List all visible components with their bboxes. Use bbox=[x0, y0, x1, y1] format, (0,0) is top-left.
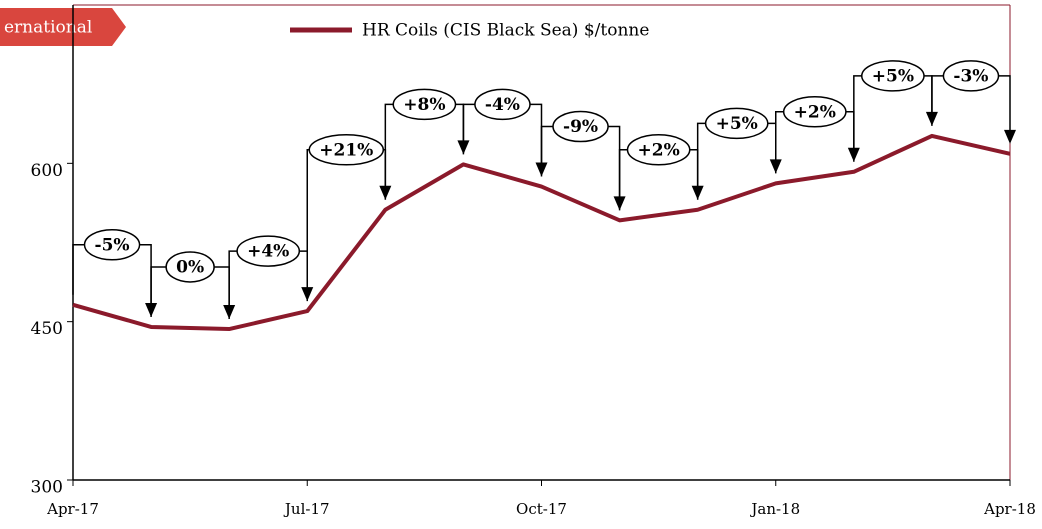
x-tick-label: Jan-18 bbox=[749, 500, 800, 518]
annotation-label: -4% bbox=[485, 95, 520, 115]
annotation-arrow bbox=[1004, 129, 1016, 144]
x-tick-label: Jul-17 bbox=[283, 500, 330, 518]
annotation-bubble bbox=[861, 60, 925, 92]
annotation-label: +21% bbox=[319, 140, 373, 160]
annotation-label: +2% bbox=[638, 140, 680, 160]
annotation-bubble bbox=[474, 88, 531, 121]
x-tick-label: Apr-17 bbox=[46, 500, 99, 518]
legend-label: HR Coils (CIS Black Sea) $/tonne bbox=[362, 21, 649, 41]
annotation-label: +4% bbox=[247, 242, 289, 262]
series-line bbox=[72, 133, 1011, 332]
annotation-label: +2% bbox=[794, 102, 836, 122]
annotation-label: -3% bbox=[953, 66, 988, 86]
annotation-label: -9% bbox=[563, 117, 598, 137]
annotation-label: +8% bbox=[403, 95, 445, 115]
section-tag bbox=[0, 8, 126, 46]
annotation-bubble bbox=[392, 88, 457, 121]
annotation-label: -5% bbox=[95, 235, 130, 255]
annotation-bubble bbox=[236, 235, 301, 267]
annotation-bubble bbox=[552, 110, 609, 143]
x-tick-label: Oct-17 bbox=[516, 500, 567, 518]
annotation-label: +5% bbox=[716, 114, 758, 134]
annotation-bubble bbox=[626, 134, 691, 166]
annotation-bubble bbox=[942, 60, 1000, 92]
y-tick-label: 450 bbox=[31, 319, 63, 339]
annotation-bubble bbox=[165, 251, 215, 283]
y-tick-label: 300 bbox=[31, 478, 63, 498]
annotation-bubble bbox=[308, 134, 385, 166]
x-tick-label: Apr-18 bbox=[983, 500, 1036, 518]
annotation-label: 0% bbox=[176, 257, 204, 277]
annotation-label: +5% bbox=[872, 66, 914, 86]
section-tag-label: ernational bbox=[4, 18, 92, 38]
annotation-bubble bbox=[782, 96, 847, 128]
annotation-bubble bbox=[83, 229, 141, 261]
annotation-bubble bbox=[704, 107, 769, 140]
y-tick-label: 600 bbox=[31, 161, 63, 181]
